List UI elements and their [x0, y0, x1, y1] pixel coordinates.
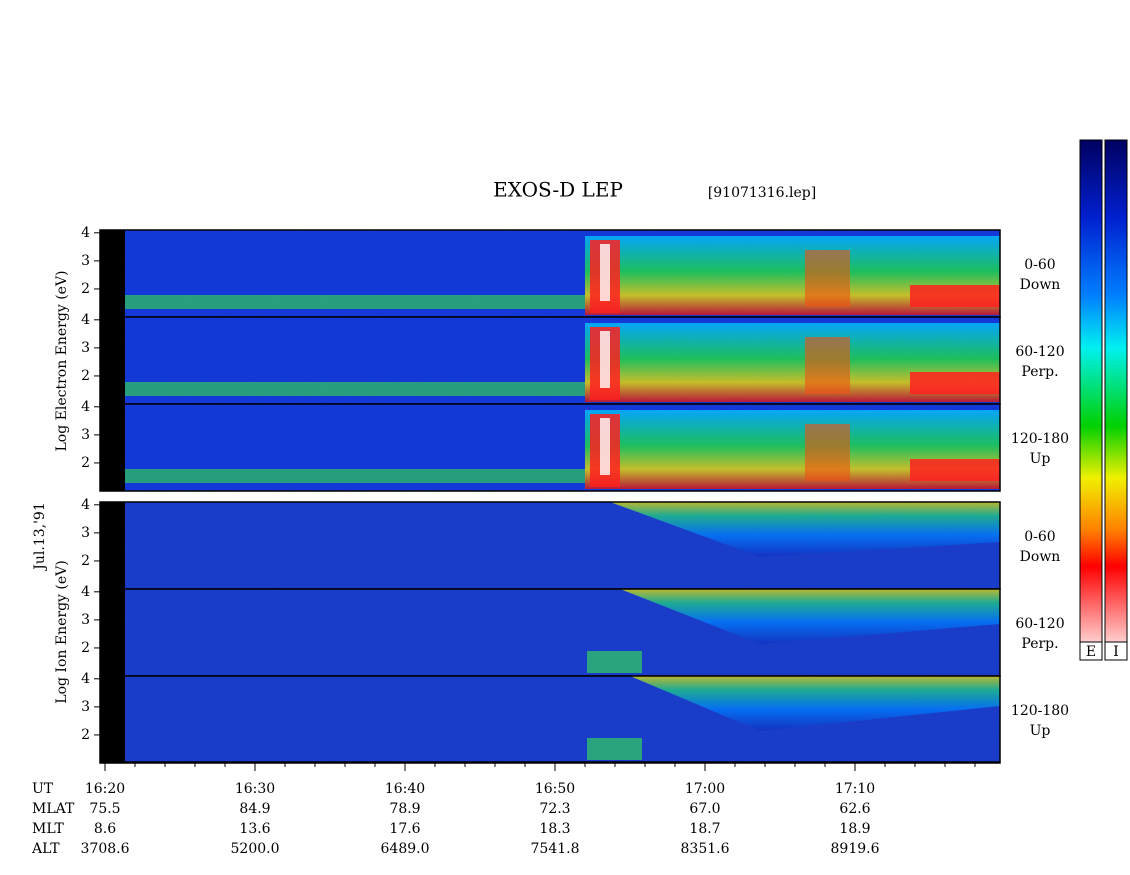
row-name: ALT [31, 841, 60, 857]
row-value: 16:30 [235, 781, 275, 797]
pitch-angle-direction: Down [1020, 549, 1061, 565]
row-value: 8351.6 [681, 841, 730, 857]
data-gap [100, 230, 125, 317]
row-value: 78.9 [389, 801, 420, 817]
row-value: 16:20 [85, 781, 125, 797]
y-tick-label: 4 [81, 671, 90, 687]
y-tick-label: 4 [81, 497, 90, 513]
row-value: 8919.6 [831, 841, 880, 857]
row-value: 17.6 [389, 821, 420, 837]
spectrogram-region [620, 589, 1000, 644]
y-tick-label: 3 [81, 612, 90, 628]
spectrogram-burst [600, 331, 610, 388]
row-value: 6489.0 [381, 841, 430, 857]
panel-frame [99, 675, 1001, 764]
row-value: 13.6 [239, 821, 270, 837]
data-gap [100, 317, 125, 404]
y-tick-label: 4 [81, 312, 90, 328]
colorbar-label: I [1113, 644, 1119, 660]
pitch-angle-label: 0-60 [1024, 257, 1055, 273]
ion-axis-label: Log Ion Energy (eV) [54, 560, 70, 703]
row-value: 67.0 [689, 801, 720, 817]
title: EXOS-D LEP [493, 178, 623, 202]
pitch-angle-label: 0-60 [1024, 529, 1055, 545]
spectrogram-band [125, 469, 585, 483]
y-tick-label: 4 [81, 399, 90, 415]
row-name: MLT [32, 821, 64, 837]
spectrogram-burst [910, 459, 1000, 481]
colorbar-label-box [1079, 641, 1103, 661]
y-tick-label: 4 [81, 225, 90, 241]
spectrogram-region [610, 502, 1000, 557]
y-tick-label: 2 [81, 553, 90, 569]
spectrogram-burst [600, 418, 610, 475]
spectrogram-band [587, 738, 642, 760]
row-value: 84.9 [239, 801, 270, 817]
y-tick-label: 2 [81, 727, 90, 743]
pitch-angle-label: 60-120 [1015, 616, 1064, 632]
row-value: 16:40 [385, 781, 425, 797]
spectrogram-burst [600, 244, 610, 301]
row-value: 17:00 [685, 781, 725, 797]
file-name: [91071316.lep] [708, 185, 816, 201]
pitch-angle-direction: Up [1030, 723, 1051, 739]
row-value: 8.6 [94, 821, 116, 837]
row-value: 18.3 [539, 821, 570, 837]
panel-frame [99, 403, 1001, 492]
row-name: UT [32, 781, 54, 797]
spectrogram-burst [805, 250, 850, 307]
spectrogram-region [630, 676, 1000, 731]
data-gap [100, 404, 125, 491]
y-tick-label: 3 [81, 253, 90, 269]
y-tick-label: 2 [81, 640, 90, 656]
row-value: 17:10 [835, 781, 875, 797]
row-name: MLAT [32, 801, 75, 817]
pitch-angle-direction: Perp. [1021, 636, 1058, 652]
row-value: 7541.8 [531, 841, 580, 857]
pitch-angle-label: 60-120 [1015, 344, 1064, 360]
spectrogram-burst [805, 424, 850, 481]
colorbar [1104, 139, 1128, 661]
pitch-angle-label: 120-180 [1011, 431, 1069, 447]
spectrogram-band [587, 651, 642, 673]
y-tick-label: 3 [81, 525, 90, 541]
pitch-angle-label: 120-180 [1011, 703, 1069, 719]
y-tick-label: 2 [81, 455, 90, 471]
date: Jul.13,'91 [32, 502, 48, 571]
data-gap [100, 676, 125, 763]
y-tick-label: 2 [81, 281, 90, 297]
row-value: 5200.0 [231, 841, 280, 857]
row-value: 18.7 [689, 821, 720, 837]
y-tick-label: 4 [81, 584, 90, 600]
colorbar [1079, 139, 1103, 661]
spectrogram-burst [910, 372, 1000, 394]
row-value: 16:50 [535, 781, 575, 797]
spectrogram-band [125, 382, 585, 396]
row-value: 3708.6 [81, 841, 130, 857]
electron-axis-label: Log Electron Energy (eV) [54, 270, 70, 451]
row-value: 75.5 [89, 801, 120, 817]
row-value: 72.3 [539, 801, 570, 817]
pitch-angle-direction: Up [1030, 451, 1051, 467]
y-tick-label: 3 [81, 427, 90, 443]
y-tick-label: 2 [81, 368, 90, 384]
spectrogram-burst [805, 337, 850, 394]
colorbar-label-box [1104, 641, 1128, 661]
spectrogram-band [125, 295, 585, 309]
data-gap [100, 502, 125, 589]
row-value: 62.6 [839, 801, 870, 817]
spectrogram-burst [910, 285, 1000, 307]
colorbar-label: E [1086, 644, 1096, 660]
data-gap [100, 589, 125, 676]
pitch-angle-direction: Down [1020, 277, 1061, 293]
y-tick-label: 3 [81, 699, 90, 715]
y-tick-label: 3 [81, 340, 90, 356]
pitch-angle-direction: Perp. [1021, 364, 1058, 380]
row-value: 18.9 [839, 821, 870, 837]
